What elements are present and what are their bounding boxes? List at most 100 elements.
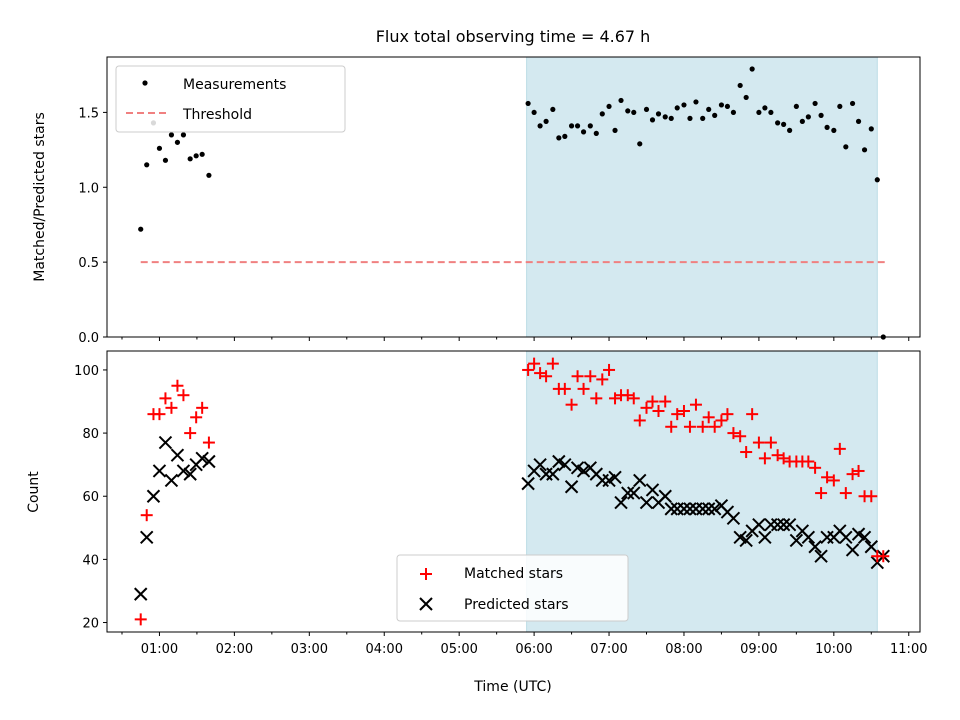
predicted-star-marker: [770, 517, 785, 532]
predicted-star-marker: [202, 454, 216, 469]
predicted-star-marker: [170, 448, 185, 462]
measurement-point: [706, 106, 712, 113]
matched-star-marker: [140, 509, 153, 522]
predicted-marker-stroke: [639, 495, 654, 510]
x-tick-label: 03:00: [291, 642, 328, 657]
predicted-marker-stroke: [164, 473, 179, 488]
matched-star-marker: [758, 452, 771, 465]
predicted-star-marker: [726, 511, 741, 526]
measurement-point: [805, 114, 811, 120]
matched-star-marker: [708, 420, 721, 433]
matched-star-marker: [721, 408, 734, 421]
measurement-point: [206, 172, 212, 178]
measurement-point: [537, 123, 543, 129]
predicted-marker-stroke: [851, 527, 866, 541]
measurement-point: [793, 103, 799, 110]
matched-star-marker: [627, 392, 640, 405]
matched-star-marker: [134, 613, 147, 626]
x-axis-label: Time (UTC): [473, 679, 551, 695]
predicted-star-marker: [845, 543, 860, 557]
matched-star-marker: [577, 382, 590, 395]
legend-matched-marker: [420, 568, 432, 580]
predicted-star-marker: [546, 467, 560, 481]
measurement-point: [587, 123, 593, 129]
predicted-marker-stroke: [570, 461, 585, 475]
predicted-marker-stroke: [158, 435, 173, 450]
measurement-point: [180, 132, 187, 138]
bottom-y-tick-label: 100: [74, 364, 99, 379]
matched-star-marker: [827, 474, 840, 487]
measurement-point: [712, 112, 718, 118]
predicted-marker-stroke: [152, 464, 167, 478]
matched-star-marker: [633, 414, 646, 427]
matched-star-marker: [190, 411, 203, 424]
matched-star-marker: [802, 455, 815, 468]
measurement-point: [737, 82, 743, 89]
bottom-x-ticks: 01:00 02:00 03:00 04:00 05:00 06:00 07:00 08:00…: [121, 632, 927, 657]
predicted-marker-stroke: [583, 461, 598, 475]
predicted-star-marker: [864, 540, 879, 554]
measurement-point: [743, 94, 749, 101]
predicted-marker-stroke: [776, 517, 791, 532]
top-legend: Measurements Threshold: [115, 65, 346, 133]
matched-star-marker: [734, 430, 747, 443]
top-y-tick-label: 1.0: [78, 181, 99, 196]
matched-star-markers: [134, 357, 890, 626]
predicted-star-marker: [801, 530, 816, 544]
bottom-y-tick-label: 20: [82, 617, 99, 632]
matched-star-marker: [659, 395, 672, 408]
predicted-marker-stroke: [546, 467, 560, 481]
measurement-point: [700, 115, 706, 121]
top-y-tick-label: 0.5: [78, 256, 99, 271]
predicted-star-marker: [134, 587, 148, 601]
matched-star-marker: [839, 487, 852, 500]
measurement-point: [174, 139, 181, 145]
predicted-star-marker: [176, 464, 191, 478]
matched-star-marker: [677, 404, 690, 417]
measurement-point: [568, 123, 575, 129]
predicted-marker-stroke: [140, 530, 154, 544]
measurement-point: [631, 109, 637, 116]
predicted-marker-stroke: [695, 502, 710, 516]
predicted-marker-stroke: [714, 499, 729, 513]
measurement-point: [655, 111, 662, 117]
measurement-point: [168, 132, 175, 138]
matched-star-marker: [640, 401, 653, 414]
top-legend-box: [115, 65, 346, 133]
measurement-point: [749, 66, 755, 72]
legend-measurement-marker: [142, 80, 148, 86]
measurement-point: [531, 109, 537, 116]
predicted-marker-stroke: [789, 533, 804, 548]
predicted-marker-stroke: [795, 524, 810, 538]
predicted-star-marker: [627, 486, 641, 500]
top-y-tick-label: 1.5: [78, 106, 99, 121]
predicted-star-marker: [701, 502, 716, 516]
matched-star-marker: [727, 427, 740, 440]
measurement-point: [868, 126, 874, 132]
measurement-point: [762, 105, 768, 111]
top-y-ticks: 0.0 0.5 1.0 1.5: [78, 106, 107, 346]
predicted-star-marker: [814, 549, 828, 563]
measurement-point: [812, 100, 818, 107]
matched-star-marker: [715, 414, 728, 427]
matched-star-marker: [522, 363, 535, 376]
x-tick-label: 06:00: [515, 642, 552, 657]
matched-star-marker: [689, 398, 702, 411]
predicted-marker-stroke: [633, 473, 647, 488]
measurement-point: [156, 145, 163, 151]
predicted-marker-stroke: [146, 489, 161, 503]
matched-star-marker: [159, 392, 172, 405]
matched-star-marker: [683, 420, 696, 433]
predicted-marker-stroke: [833, 524, 847, 538]
x-tick-label: 10:00: [815, 642, 852, 657]
bottom-y-axis-label: Count: [26, 471, 42, 513]
predicted-star-marker: [608, 470, 622, 484]
predicted-marker-stroke: [552, 454, 566, 469]
matched-star-marker: [571, 370, 584, 383]
predicted-marker-stroke: [195, 451, 209, 466]
matched-star-marker: [528, 357, 541, 370]
measurement-point: [843, 144, 849, 150]
predicted-marker-stroke: [170, 448, 185, 462]
measurement-point: [643, 106, 650, 113]
bottom-y-tick-label: 40: [82, 553, 99, 568]
